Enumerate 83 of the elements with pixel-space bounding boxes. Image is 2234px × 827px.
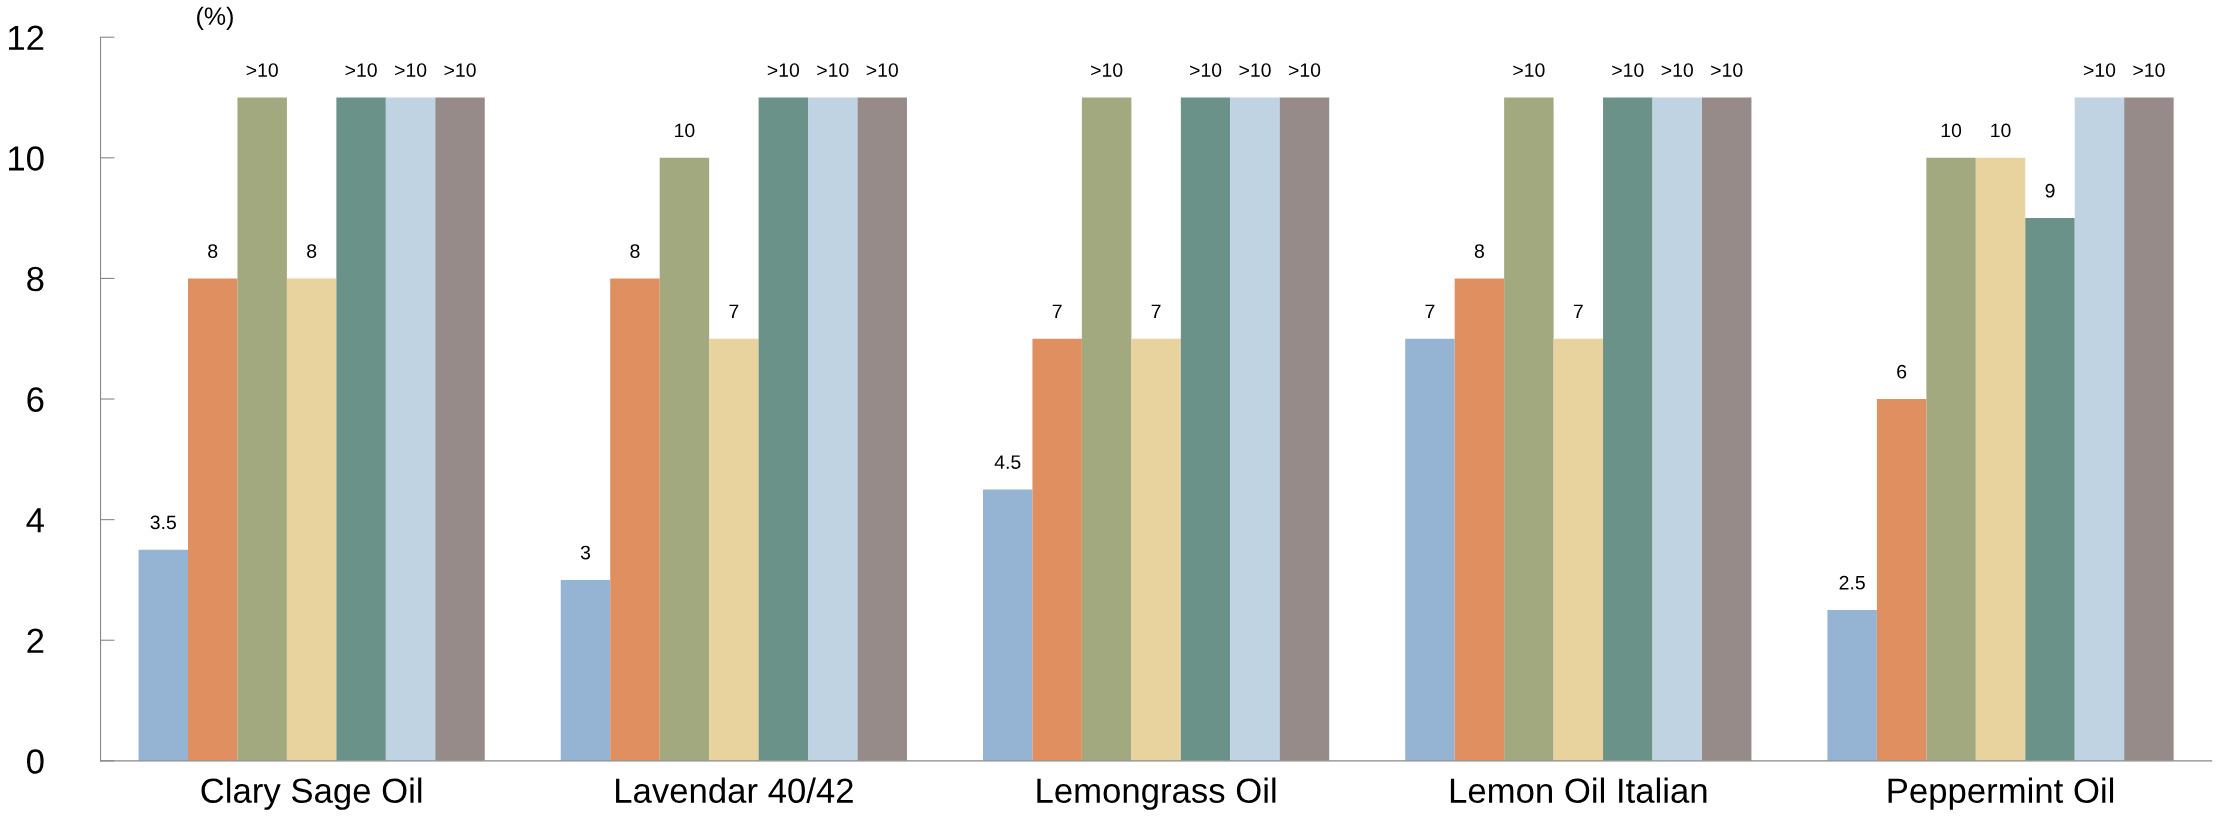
data-label: 7 <box>1052 304 1062 319</box>
data-label: >10 <box>1190 63 1222 78</box>
bar <box>1975 157 2026 761</box>
bar <box>709 338 759 761</box>
data-label: 7 <box>729 304 739 319</box>
x-tick-label: Peppermint Oil <box>1888 777 2114 810</box>
bar <box>1454 278 1505 761</box>
data-label: >10 <box>1612 63 1644 78</box>
data-label: >10 <box>1091 63 1123 78</box>
x-tick-label: Lemon Oil Italian <box>1450 777 1707 804</box>
data-label: 8 <box>630 244 640 258</box>
data-label: >10 <box>1513 63 1545 78</box>
bar <box>1603 97 1653 761</box>
bar <box>857 97 907 761</box>
y-tick-label: 8 <box>27 266 44 292</box>
data-label: 3.5 <box>150 515 176 530</box>
bar <box>1701 97 1752 761</box>
bar <box>1131 338 1181 761</box>
data-label: 10 <box>1991 123 2011 138</box>
data-label: >10 <box>1661 63 1693 78</box>
data-label: >10 <box>2133 63 2165 78</box>
bar <box>237 97 287 761</box>
data-label: 4.5 <box>994 455 1021 469</box>
bar <box>982 489 1033 761</box>
y-tick-label: 10 <box>9 146 44 171</box>
data-label: >10 <box>866 63 898 78</box>
data-label: >10 <box>246 63 278 78</box>
bar <box>1504 97 1554 761</box>
y-tick-label: 4 <box>26 508 44 533</box>
bar <box>1032 338 1082 761</box>
data-label: 2.5 <box>1839 575 1865 590</box>
data-label: 7 <box>1573 304 1583 319</box>
data-label: 3 <box>580 545 591 560</box>
data-label: >10 <box>345 63 377 78</box>
y-axis-title: (%) <box>197 6 233 30</box>
data-label: 8 <box>307 244 317 258</box>
bar <box>1926 157 1976 761</box>
data-label: 7 <box>1425 304 1435 319</box>
bar <box>1279 97 1330 761</box>
bar <box>1652 97 1702 761</box>
data-label: >10 <box>2083 63 2116 78</box>
bar <box>2025 218 2075 761</box>
bar <box>1553 338 1604 761</box>
bar <box>138 549 188 761</box>
data-label: 8 <box>1474 244 1484 258</box>
bar <box>286 278 337 761</box>
y-tick-label: 6 <box>27 387 44 412</box>
bar <box>1876 399 1927 761</box>
bar <box>187 278 238 761</box>
bar <box>659 157 710 761</box>
bar <box>758 97 809 761</box>
x-tick-label: Lavendar 40/42 <box>616 777 853 804</box>
bar <box>336 97 386 761</box>
bar <box>560 579 611 761</box>
data-label: >10 <box>395 63 427 78</box>
bar <box>1405 338 1455 761</box>
data-label: 10 <box>1941 123 1962 138</box>
y-tick-label: 0 <box>27 749 44 774</box>
data-label: >10 <box>817 63 849 78</box>
data-label: >10 <box>1711 63 1743 78</box>
bar <box>1827 610 1877 761</box>
x-tick-label: Clary Sage Oil <box>201 777 422 810</box>
data-label: >10 <box>1239 63 1271 78</box>
bar <box>1081 97 1132 761</box>
data-label: 8 <box>208 244 218 258</box>
data-label: 7 <box>1151 304 1161 319</box>
bar <box>435 97 485 761</box>
bar <box>2124 97 2174 761</box>
bar <box>610 278 660 761</box>
data-label: 6 <box>1897 364 1907 379</box>
bar <box>2074 97 2125 761</box>
data-label: >10 <box>1288 63 1321 78</box>
bar <box>1180 97 1231 761</box>
data-label: 10 <box>675 123 695 138</box>
data-label: 9 <box>2045 183 2055 198</box>
data-label: >10 <box>767 63 800 78</box>
bar <box>385 97 436 761</box>
bar <box>1230 97 1280 761</box>
y-tick-label: 2 <box>27 628 44 653</box>
data-label: >10 <box>444 63 476 78</box>
y-tick-label: 12 <box>9 25 44 50</box>
bar <box>808 97 858 761</box>
x-tick-label: Lemongrass Oil <box>1037 777 1276 810</box>
